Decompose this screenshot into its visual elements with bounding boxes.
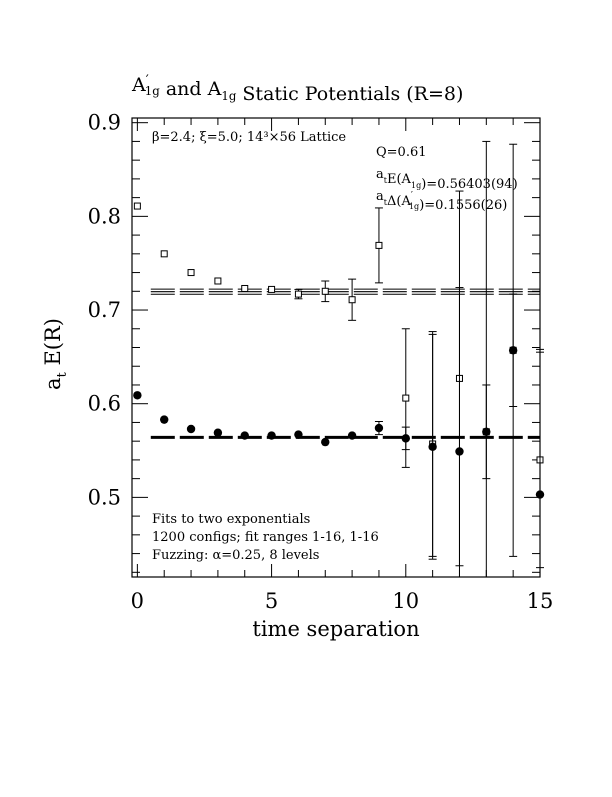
data-point [214,277,222,285]
fit-results-annotation: Q=0.61 atE(A1g)=0.56403(94)atΔ(A′ 1g)=0.15… [376,145,518,213]
data-point [186,424,196,434]
data-point [535,490,545,499]
x-axis-ticks: 0 5 10 15 [131,118,554,613]
y-axis-label-text: at E(R) [41,318,70,390]
data-point [402,394,410,402]
lattice-text: β=2.4; ξ=5.0; 14³×56 Lattice [152,130,346,145]
lattice-annotation: β=2.4; ξ=5.0; 14³×56 Lattice [152,130,346,145]
data-point [455,447,464,456]
data-point [294,290,302,298]
fit-result-line: atE(A1g)=0.56403(94) [376,167,518,192]
x-tick-label: 15 [527,589,554,613]
title-text: A′ 1g and A1g Static Potentials (R=8) [131,73,463,105]
data-point [401,434,410,443]
y-tick-label: 0.9 [88,111,121,135]
fit-info-line: 1200 configs; fit ranges 1-16, 1-16 [152,530,379,545]
x-tick-label: 0 [131,589,144,613]
data-point [374,423,384,433]
fit-info-line: Fits to two exponentials [152,512,310,527]
fit-result-line: atΔ(A′ 1g)=0.1556(26) [376,189,507,213]
data-point [187,269,195,277]
data-point [321,437,330,447]
x-axis-label-text: time separation [252,617,419,641]
x-tick-label: 5 [265,589,278,613]
data-point [268,285,276,293]
data-point [428,442,437,451]
data-point [240,431,249,440]
data-point [347,431,357,440]
fit-lines [150,288,540,439]
data-point [508,346,518,355]
chart-title: A′ 1g and A1g Static Potentials (R=8) [131,73,463,105]
fit-info-annotation: Fits to two exponentials 1200 configs; fi… [152,512,379,563]
x-tick-label: 10 [392,589,419,613]
data-point [321,287,329,295]
x-axis-label: time separation [252,617,419,641]
data-point [482,427,491,437]
data-point [133,202,141,210]
y-axis-label: at E(R) [41,318,70,390]
fit-info-line: Fuzzing: α=0.25, 8 levels [152,548,319,563]
series-a1g [133,140,545,577]
fit-result-line: Q=0.61 [376,145,427,160]
y-tick-label: 0.8 [88,204,121,228]
data-point [133,391,142,400]
data-point [267,431,276,440]
y-axis-ticks: 0.5 0.6 0.7 0.8 0.9 [88,111,540,573]
data-point [375,241,383,249]
data-point [213,428,223,437]
data-point [160,250,168,258]
data-point [348,296,356,304]
data-point [241,284,249,292]
data-point [294,430,303,439]
y-tick-label: 0.5 [88,485,121,509]
y-tick-label: 0.7 [88,298,121,322]
data-point [160,415,169,424]
y-tick-label: 0.6 [88,392,121,416]
